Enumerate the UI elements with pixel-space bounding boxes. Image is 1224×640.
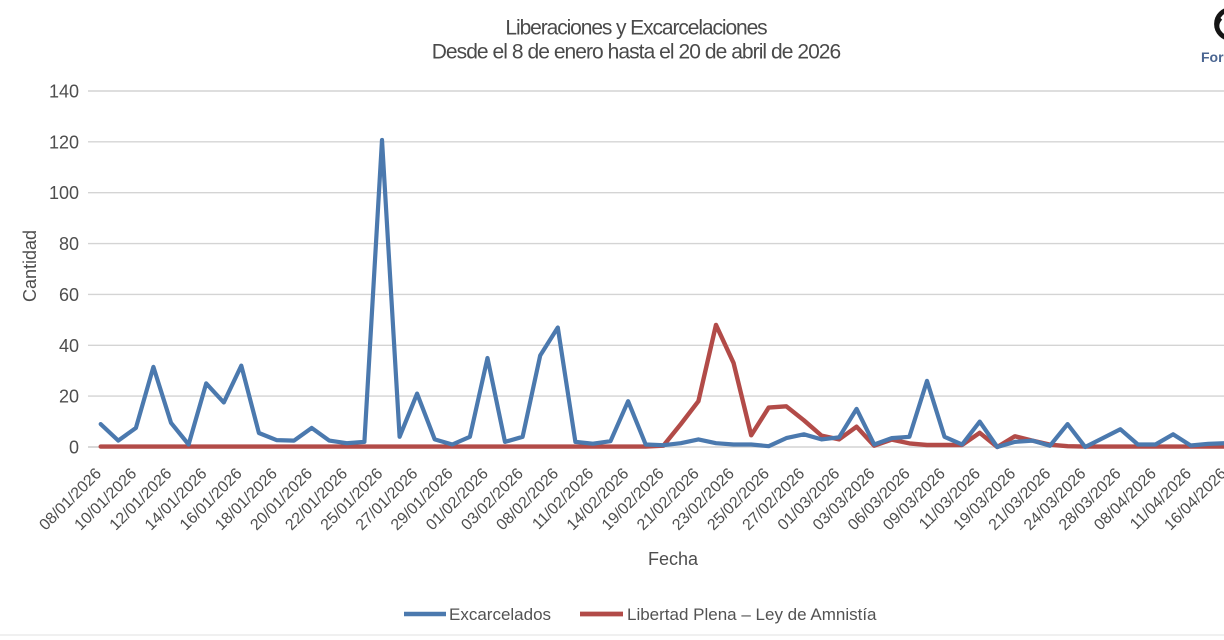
svg-text:120: 120 [49,132,79,152]
svg-text:Desde el 8 de enero hasta el 2: Desde el 8 de enero hasta el 20 de abril… [432,41,841,64]
svg-text:20: 20 [59,387,79,407]
svg-text:Liberaciones y Excarcelaciones: Liberaciones y Excarcelaciones [505,17,767,40]
svg-text:60: 60 [59,285,79,305]
svg-text:40: 40 [59,336,79,356]
svg-text:100: 100 [49,183,79,203]
svg-text:0: 0 [69,438,79,458]
svg-text:Foro: Foro [1201,49,1224,65]
svg-text:140: 140 [49,82,79,102]
svg-text:Fecha: Fecha [648,549,699,569]
svg-text:Cantidad: Cantidad [20,230,40,302]
svg-text:80: 80 [59,234,79,254]
svg-text:Libertad Plena – Ley de Amnist: Libertad Plena – Ley de Amnistía [627,605,877,624]
svg-text:Excarcelados: Excarcelados [449,605,551,624]
